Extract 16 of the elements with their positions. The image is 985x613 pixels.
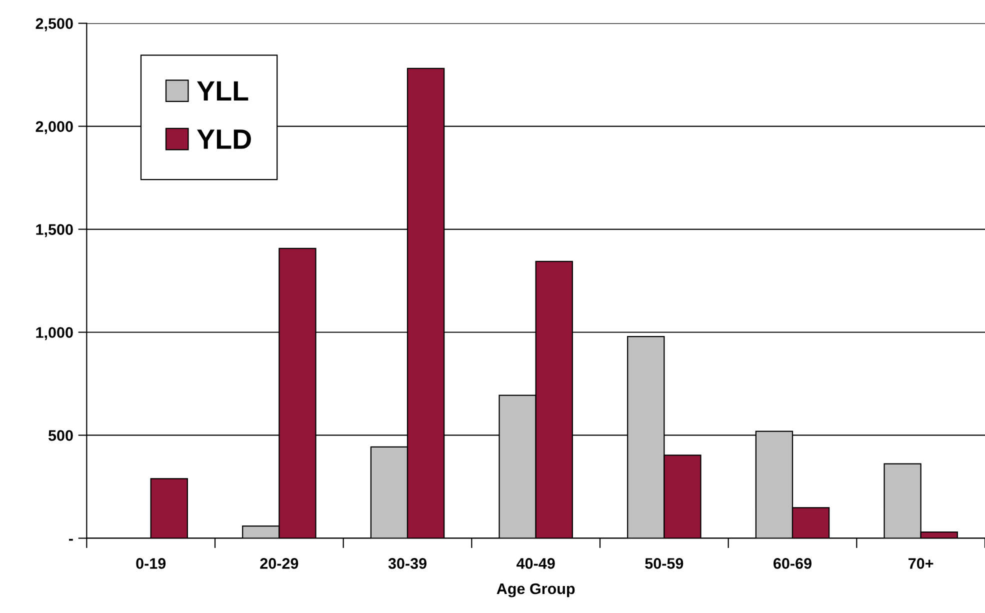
x-tick-label: 40-49 — [516, 558, 555, 569]
y-tick-label: 500 — [48, 430, 73, 441]
y-tick-label: 2,000 — [36, 121, 73, 134]
x-tick-label: 60-69 — [774, 558, 812, 569]
x-tick-label: 70+ — [908, 558, 934, 569]
x-axis-title: Age Group — [496, 583, 575, 598]
x-tick-label: 30-39 — [388, 558, 426, 569]
legend-label: YLL — [197, 81, 248, 100]
y-tick-label: - — [68, 538, 73, 541]
x-tick-label: 0-19 — [136, 558, 166, 569]
legend-label: YLD — [197, 130, 251, 149]
x-tick-label: 50-59 — [645, 558, 684, 569]
x-tick-label: 20-29 — [260, 558, 298, 569]
y-tick-label: 2,500 — [36, 18, 73, 32]
y-tick-label: 1,500 — [36, 224, 73, 238]
y-tick-label: 1,000 — [36, 327, 73, 340]
